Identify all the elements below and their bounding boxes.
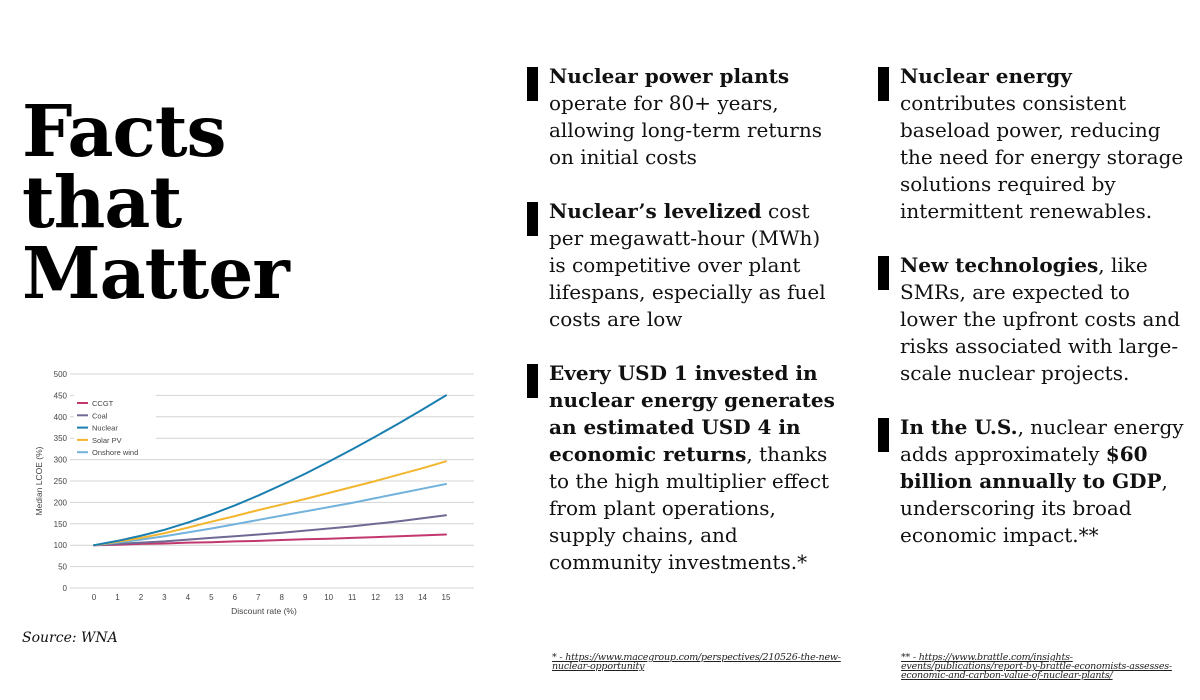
fact-text-end: , underscoring its broad economic impact… [900,469,1168,547]
fact-text: contributes consistent baseload power, r… [900,91,1184,223]
fact-text: , like SMRs, are expected to lower the u… [900,253,1181,385]
fact-text: operate for 80+ years, allowing long-ter… [549,91,822,169]
fact-levelized-cost: Nuclear’s levelized cost per megawatt-ho… [527,198,837,333]
chart-legend: CCGT Coal Nuclear Solar PV Onshore wind [74,393,156,458]
legend-label: Solar PV [92,436,122,445]
chart-y-tick-labels: 0 50 100 150 200 250 300 350 400 450 500 [54,370,68,593]
x-tick-label: 6 [233,593,238,602]
fact-text: , thanks to the high multiplier effect f… [549,442,830,574]
y-tick-label: 150 [54,520,68,529]
chart-x-tick-labels: 0 1 2 3 4 5 6 7 8 9 10 11 12 13 14 15 [92,593,451,602]
title-line-3: Matter [22,231,290,315]
x-tick-label: 3 [162,593,167,602]
page-title: Facts that Matter [22,89,290,315]
x-tick-label: 2 [139,593,144,602]
series-line-ccgt [93,533,447,547]
series-line-coal [93,514,447,547]
y-tick-label: 200 [54,498,68,507]
series-line-nuclear [93,394,447,547]
fact-highlight: Nuclear power plants [549,64,790,88]
fact-marker-bar [878,67,889,101]
fact-new-technologies: New technologies, like SMRs, are expecte… [878,252,1188,387]
fact-highlight: New technologies [900,253,1099,277]
x-tick-label: 11 [348,593,357,602]
footnote-link-brattle[interactable]: ** - https://www.brattle.com/insights-ev… [901,652,1172,681]
series-line-onshore-wind [93,483,447,547]
x-tick-label: 1 [115,593,120,602]
y-tick-label: 250 [54,477,68,486]
fact-highlight-gdp: $60 billion annually to GDP [900,442,1162,493]
x-tick-label: 13 [395,593,404,602]
fact-marker-bar [527,202,538,236]
chart-series-lines [93,394,447,547]
x-tick-label: 0 [92,593,97,602]
facts-column-2: Nuclear energy contributes consistent ba… [878,63,1188,576]
fact-baseload-power: Nuclear energy contributes consistent ba… [878,63,1188,225]
fact-highlight: Nuclear energy [900,64,1072,88]
chart-y-axis-label: Median LCOE (%) [34,446,44,515]
x-tick-label: 9 [303,593,308,602]
x-tick-label: 14 [418,593,427,602]
footnote-link-macegroup[interactable]: * - https://www.macegroup.com/perspectiv… [552,652,841,672]
legend-label: Nuclear [92,424,118,433]
chart-gridlines [70,373,474,589]
x-tick-label: 10 [324,593,333,602]
fact-us-gdp: In the U.S., nuclear energy adds approxi… [878,414,1188,549]
fact-highlight: Every USD 1 invested in nuclear energy g… [549,361,835,466]
fact-text: cost per megawatt-hour (MWh) is competit… [549,199,826,331]
x-tick-label: 7 [256,593,261,602]
fact-text: , nuclear energy adds approximately [900,415,1184,466]
x-tick-label: 5 [209,593,214,602]
y-tick-label: 100 [54,541,68,550]
y-tick-label: 450 [54,391,68,400]
fact-marker-bar [878,256,889,290]
y-tick-label: 0 [63,584,68,593]
x-tick-label: 15 [442,593,451,602]
y-tick-label: 500 [54,370,68,379]
title-line-2: that [22,160,182,244]
title-line-1: Facts [22,89,227,173]
y-tick-label: 350 [54,434,68,443]
fact-economic-returns: Every USD 1 invested in nuclear energy g… [527,360,837,576]
fact-marker-bar [527,67,538,101]
series-line-solar-pv [93,460,447,547]
fact-marker-bar [878,418,889,452]
legend-label: CCGT [92,399,114,408]
chart-source: Source: WNA [22,630,118,646]
legend-label: Onshore wind [92,448,138,457]
legend-label: Coal [92,411,108,420]
fact-highlight: Nuclear’s levelized [549,199,762,223]
y-tick-label: 400 [54,413,68,422]
facts-column-1: Nuclear power plants operate for 80+ yea… [527,63,837,603]
y-tick-label: 50 [58,563,67,572]
x-tick-label: 12 [371,593,380,602]
x-tick-label: 8 [280,593,285,602]
chart-x-axis-label: Discount rate (%) [231,606,297,616]
fact-highlight: In the U.S. [900,415,1018,439]
fact-marker-bar [527,364,538,398]
y-tick-label: 300 [54,456,68,465]
fact-plant-lifespan: Nuclear power plants operate for 80+ yea… [527,63,837,171]
x-tick-label: 4 [186,593,191,602]
